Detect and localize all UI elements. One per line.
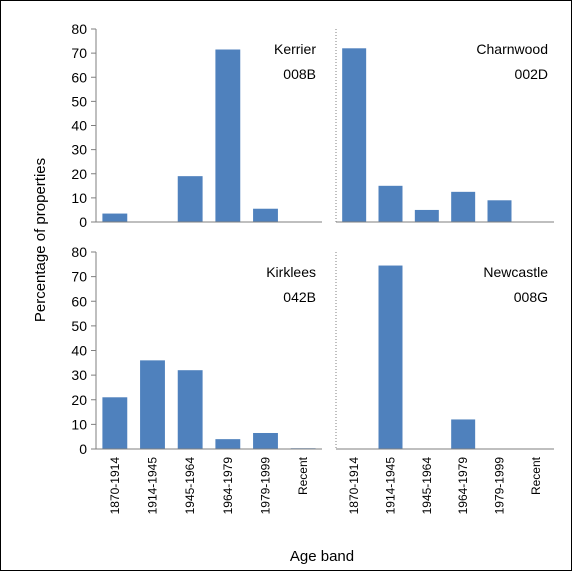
panel-label-code: 008G bbox=[514, 289, 548, 305]
panel-label-code: 042B bbox=[283, 289, 316, 305]
panel-label-name: Charnwood bbox=[476, 41, 548, 57]
panel-label-name: Kirklees bbox=[266, 264, 316, 280]
y-tick-label: 10 bbox=[71, 190, 87, 206]
x-tick-label: 1964-1979 bbox=[456, 457, 470, 515]
x-tick-label: 1979-1999 bbox=[493, 457, 507, 515]
panel-label-code: 002D bbox=[515, 66, 548, 82]
bar-2-3 bbox=[415, 210, 439, 222]
y-tick-label: 70 bbox=[71, 269, 87, 285]
y-tick-label: 30 bbox=[71, 142, 87, 158]
x-tick-label: 1914-1945 bbox=[146, 457, 160, 515]
bar-3-4 bbox=[215, 439, 240, 449]
y-tick-label: 30 bbox=[71, 367, 87, 383]
bar-2-2 bbox=[379, 186, 403, 222]
y-tick-label: 10 bbox=[71, 416, 87, 432]
y-tick-label: 20 bbox=[71, 392, 87, 408]
bar-4-2 bbox=[379, 266, 403, 449]
y-tick-label: 40 bbox=[71, 118, 87, 134]
bar-2-5 bbox=[488, 200, 512, 222]
x-tick-label: 1979-1999 bbox=[259, 457, 273, 515]
bar-4-4 bbox=[451, 419, 475, 449]
y-tick-label: 40 bbox=[71, 343, 87, 359]
bar-3-2 bbox=[140, 360, 165, 449]
bar-1-5 bbox=[253, 209, 278, 222]
y-tick-label: 80 bbox=[71, 21, 87, 37]
bar-3-3 bbox=[178, 370, 203, 449]
y-tick-label: 60 bbox=[71, 69, 87, 85]
panel-label-name: Newcastle bbox=[483, 264, 548, 280]
bar-2-1 bbox=[342, 48, 366, 222]
x-axis-title: Age band bbox=[290, 548, 354, 565]
y-tick-label: 80 bbox=[71, 244, 87, 260]
x-tick-label: 1945-1964 bbox=[183, 457, 197, 515]
bar-1-4 bbox=[215, 50, 240, 222]
y-tick-label: 50 bbox=[71, 318, 87, 334]
y-axis-title: Percentage of properties bbox=[32, 158, 49, 322]
bar-3-1 bbox=[102, 397, 127, 449]
x-tick-label: 1914-1945 bbox=[384, 457, 398, 515]
y-tick-label: 0 bbox=[79, 214, 87, 230]
y-tick-label: 20 bbox=[71, 166, 87, 182]
panel-label-name: Kerrier bbox=[274, 41, 316, 57]
x-tick-label: 1945-1964 bbox=[420, 457, 434, 515]
y-tick-label: 0 bbox=[79, 441, 87, 457]
x-tick-label: 1870-1914 bbox=[347, 457, 361, 515]
panel-label-code: 008B bbox=[283, 66, 316, 82]
x-tick-label: 1870-1914 bbox=[108, 457, 122, 515]
bar-2-4 bbox=[451, 192, 475, 222]
bar-1-1 bbox=[102, 214, 127, 222]
bar-3-5 bbox=[253, 433, 278, 449]
y-tick-label: 70 bbox=[71, 45, 87, 61]
x-tick-label: Recent bbox=[529, 456, 543, 495]
x-tick-label: Recent bbox=[296, 456, 310, 495]
y-tick-label: 60 bbox=[71, 293, 87, 309]
x-tick-label: 1964-1979 bbox=[221, 457, 235, 515]
y-tick-label: 50 bbox=[71, 93, 87, 109]
bar-1-3 bbox=[178, 176, 203, 222]
